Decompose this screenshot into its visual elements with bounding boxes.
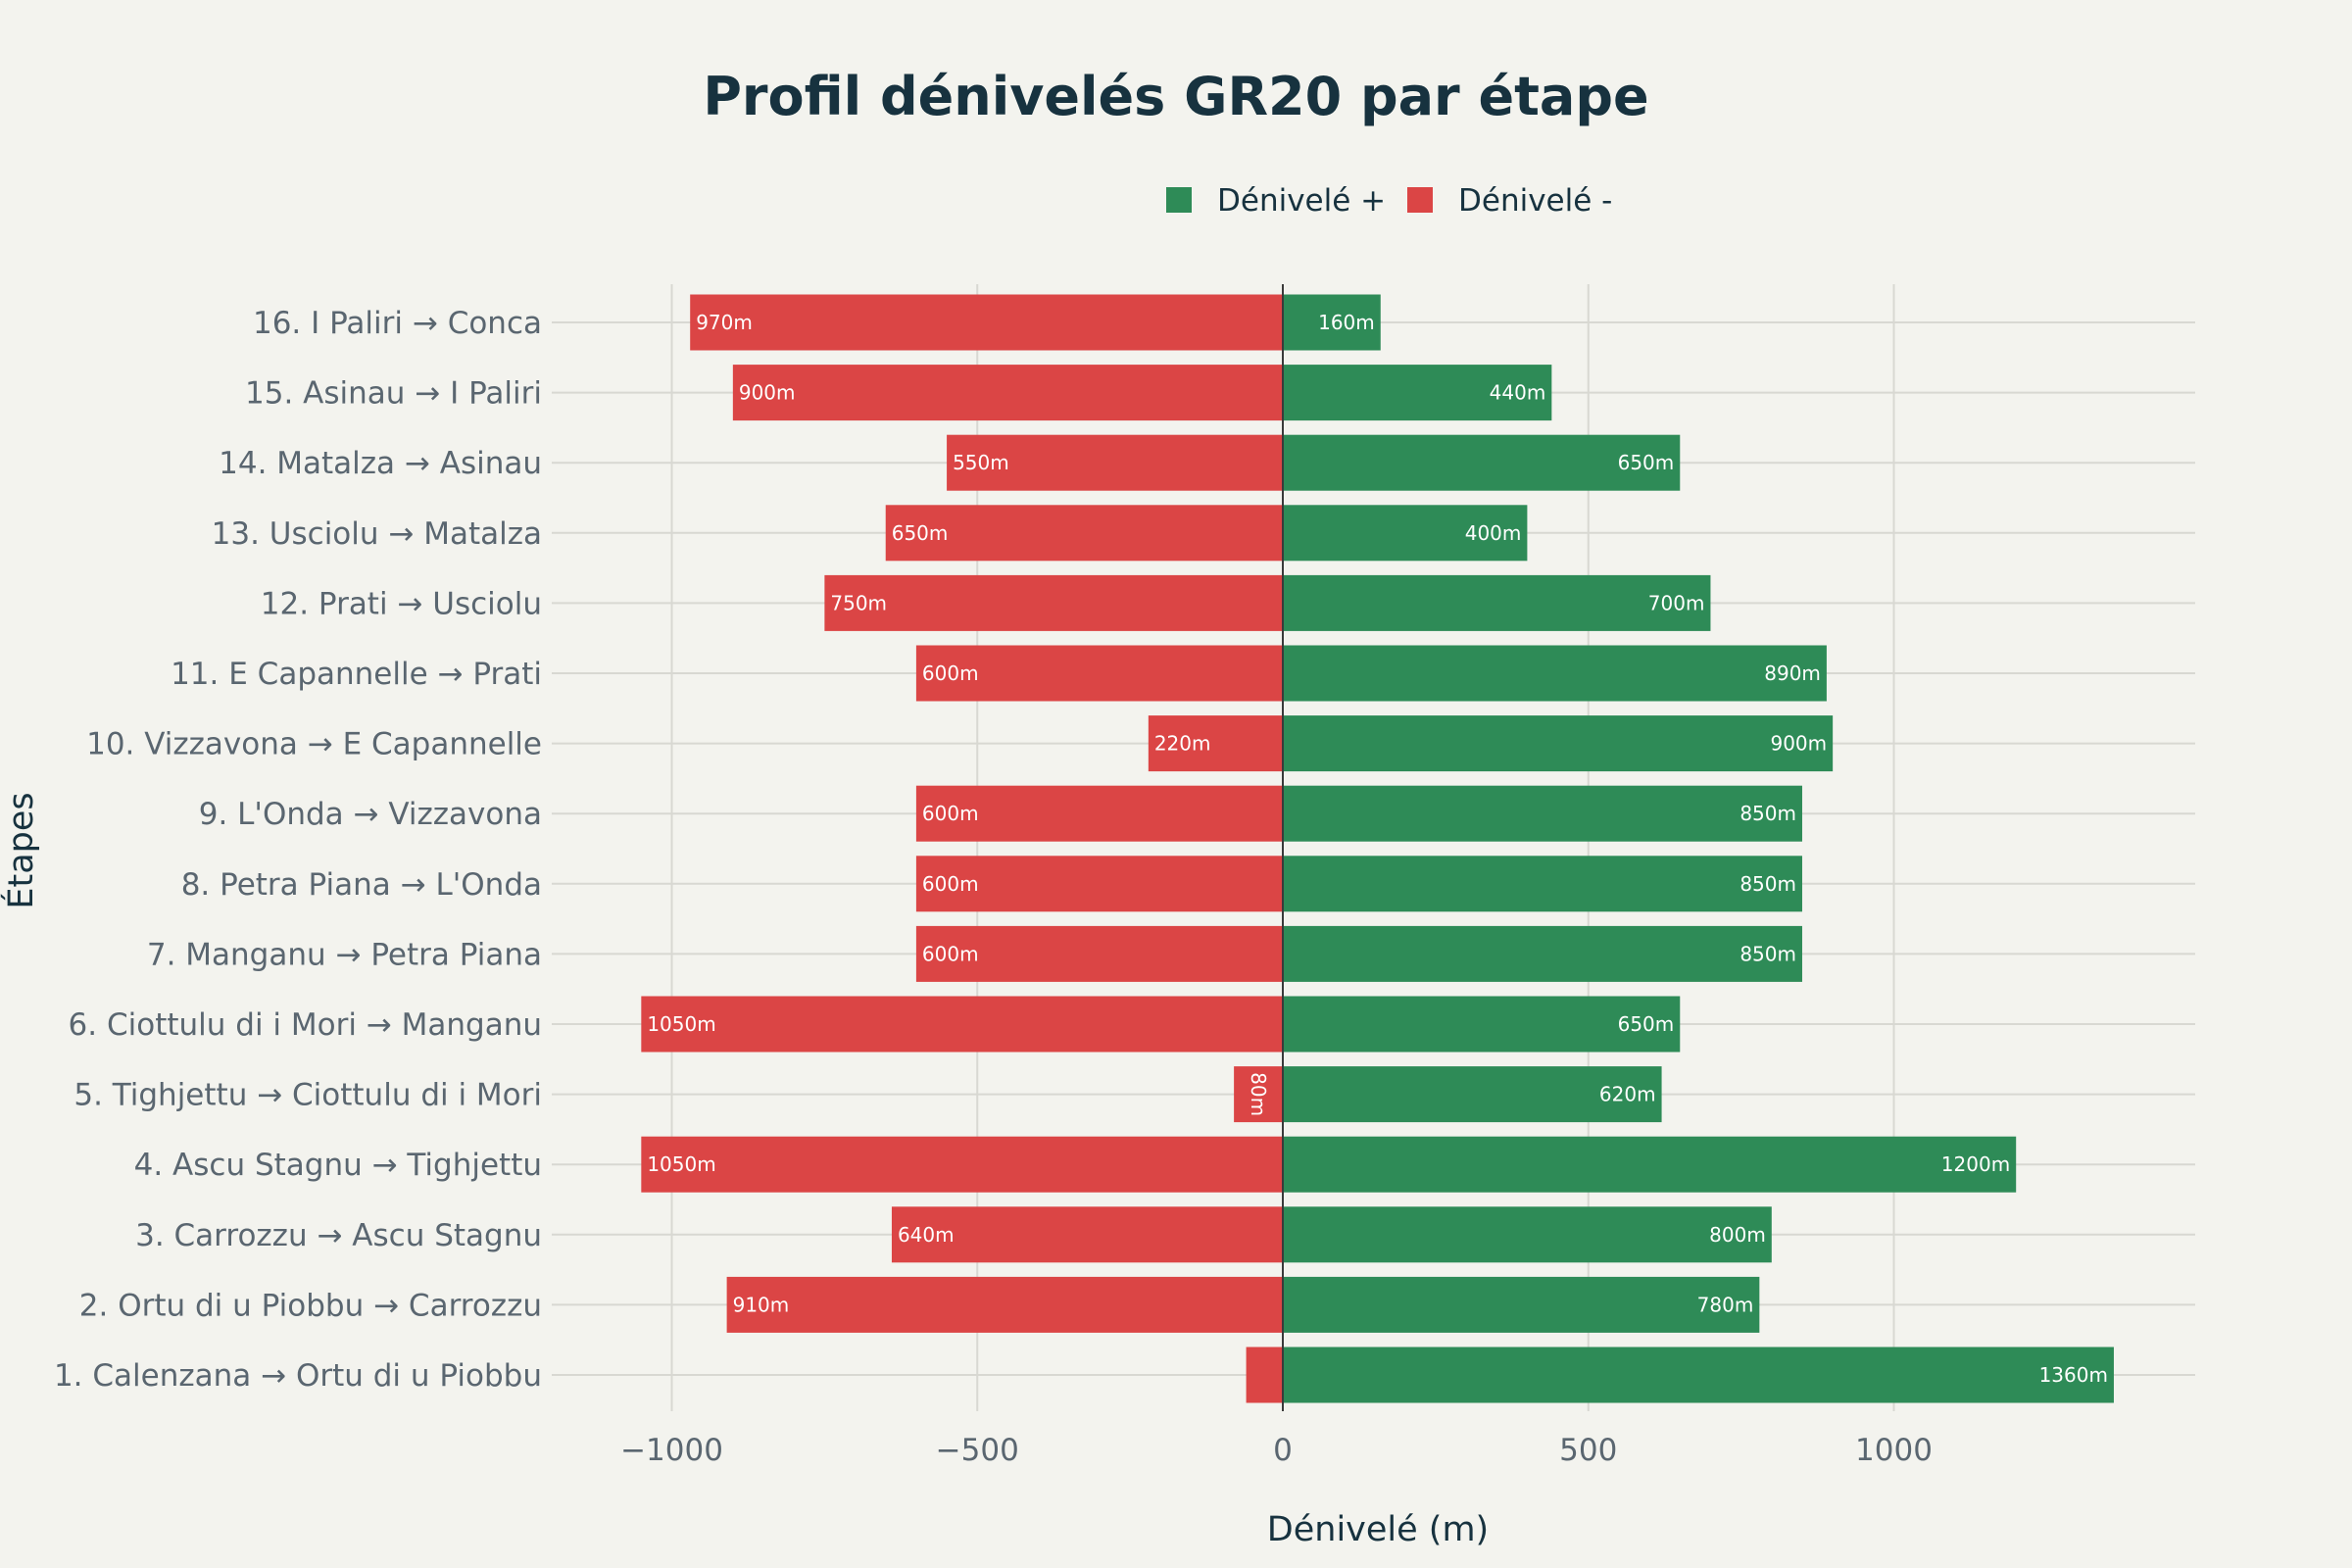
x-tick-labels: −1000 −500 0 500 1000 xyxy=(620,1433,1933,1468)
legend: Dénivelé + Dénivelé - xyxy=(1166,183,1612,219)
bar-positive xyxy=(1283,365,1552,421)
data-label-negative: 600m xyxy=(922,872,979,896)
category-label: 5. Tighjettu → Ciottulu di i Mori xyxy=(74,1078,542,1113)
data-label-negative: 1050m xyxy=(647,1152,715,1176)
x-tick-label: −1000 xyxy=(620,1433,723,1468)
category-label: 1. Calenzana → Ortu di u Piobbu xyxy=(54,1358,542,1394)
data-label-positive: 850m xyxy=(1740,872,1796,896)
category-label: 13. Usciolu → Matalza xyxy=(212,516,542,552)
category-label: 14. Matalza → Asinau xyxy=(219,446,542,481)
category-label: 4. Ascu Stagnu → Tighjettu xyxy=(134,1148,542,1183)
data-label-positive: 620m xyxy=(1599,1083,1656,1106)
bar-negative xyxy=(915,785,1283,842)
bar-negative xyxy=(641,996,1283,1053)
legend-label-positive: Dénivelé + xyxy=(1217,183,1386,219)
bar-positive xyxy=(1283,645,1827,702)
data-label-negative: 600m xyxy=(922,802,979,825)
bars xyxy=(641,294,2114,1403)
bar-positive xyxy=(1283,1347,2114,1403)
data-label-negative: 650m xyxy=(892,521,949,545)
data-label-positive: 650m xyxy=(1618,451,1675,474)
data-label-positive: 800m xyxy=(1709,1223,1766,1247)
category-label: 2. Ortu di u Piobbu → Carrozzu xyxy=(79,1288,542,1323)
bar-positive xyxy=(1283,574,1711,631)
bar-positive xyxy=(1283,715,1834,772)
data-label-negative: 1050m xyxy=(647,1012,715,1036)
category-labels: 1. Calenzana → Ortu di u Piobbu 2. Ortu d… xyxy=(54,306,542,1394)
bar-positive xyxy=(1283,785,1802,842)
bar-negative xyxy=(1148,715,1283,772)
data-label-negative: 80m xyxy=(1247,1072,1270,1116)
bar-positive xyxy=(1283,294,1381,351)
x-tick-label: 0 xyxy=(1273,1433,1293,1468)
category-label: 8. Petra Piana → L'Onda xyxy=(181,867,542,903)
category-label: 15. Asinau → I Paliri xyxy=(245,376,542,412)
x-axis-title: Dénivelé (m) xyxy=(1267,1510,1489,1549)
data-label-negative: 750m xyxy=(830,591,887,614)
data-label-positive: 160m xyxy=(1318,311,1375,334)
bar-positive xyxy=(1283,505,1528,562)
bar-negative xyxy=(915,645,1283,702)
data-label-negative: 220m xyxy=(1154,732,1211,756)
data-label-negative: 900m xyxy=(739,381,796,405)
bar-negative xyxy=(885,505,1283,562)
data-label-positive: 400m xyxy=(1465,521,1522,545)
bar-positive xyxy=(1283,1136,2017,1193)
chart-title: Profil dénivelés GR20 par étape xyxy=(703,66,1648,127)
data-label-positive: 650m xyxy=(1618,1012,1675,1036)
legend-label-negative: Dénivelé - xyxy=(1458,183,1612,219)
bar-negative xyxy=(891,1206,1283,1263)
bar-negative xyxy=(641,1136,1283,1193)
bar-negative xyxy=(947,434,1283,491)
data-labels: 1360m 780m 800m 1200m 620m 650m 850m 850m 850m 90… xyxy=(647,311,2108,1387)
bar-negative xyxy=(915,856,1283,912)
x-tick-label: −500 xyxy=(936,1433,1019,1468)
bar-positive xyxy=(1283,1276,1760,1333)
y-axis-title: Étapes xyxy=(0,792,41,908)
category-label: 12. Prati → Usciolu xyxy=(261,586,542,621)
data-label-positive: 1360m xyxy=(2039,1363,2108,1387)
data-label-negative: 600m xyxy=(922,942,979,965)
category-label: 3. Carrozzu → Ascu Stagnu xyxy=(135,1218,542,1253)
data-label-negative: 640m xyxy=(898,1223,955,1247)
data-label-positive: 890m xyxy=(1764,662,1821,685)
data-label-negative: 600m xyxy=(922,662,979,685)
data-label-negative: 550m xyxy=(953,451,1009,474)
data-label-positive: 850m xyxy=(1740,942,1796,965)
bar-negative xyxy=(726,1276,1283,1333)
bar-positive xyxy=(1283,1206,1772,1263)
data-label-negative: 970m xyxy=(696,311,753,334)
bar-negative xyxy=(1246,1347,1283,1403)
bar-negative xyxy=(915,925,1283,982)
data-label-positive: 440m xyxy=(1490,381,1546,405)
bar-negative xyxy=(732,365,1283,421)
bar-negative xyxy=(1234,1066,1283,1123)
category-label: 6. Ciottulu di i Mori → Manganu xyxy=(69,1007,542,1043)
bar-negative xyxy=(690,294,1283,351)
bar-positive xyxy=(1283,996,1681,1053)
x-tick-label: 1000 xyxy=(1855,1433,1933,1468)
category-label: 9. L'Onda → Vizzavona xyxy=(199,797,542,832)
data-label-positive: 700m xyxy=(1648,591,1705,614)
bar-positive xyxy=(1283,1066,1662,1123)
data-label-positive: 850m xyxy=(1740,802,1796,825)
category-label: 7. Manganu → Petra Piana xyxy=(147,937,542,972)
legend-swatch-negative xyxy=(1407,187,1433,213)
data-label-positive: 1200m xyxy=(1941,1152,2010,1176)
data-label-positive: 900m xyxy=(1770,732,1827,756)
bar-positive xyxy=(1283,856,1802,912)
data-label-positive: 780m xyxy=(1697,1293,1754,1316)
category-label: 16. I Paliri → Conca xyxy=(253,306,542,341)
x-tick-label: 500 xyxy=(1559,1433,1617,1468)
bar-positive xyxy=(1283,434,1681,491)
legend-swatch-positive xyxy=(1166,187,1192,213)
data-label-negative: 910m xyxy=(733,1293,790,1316)
bar-negative xyxy=(824,574,1283,631)
category-label: 10. Vizzavona → E Capannelle xyxy=(86,727,542,762)
category-label: 11. E Capannelle → Prati xyxy=(171,657,542,692)
bar-positive xyxy=(1283,925,1802,982)
